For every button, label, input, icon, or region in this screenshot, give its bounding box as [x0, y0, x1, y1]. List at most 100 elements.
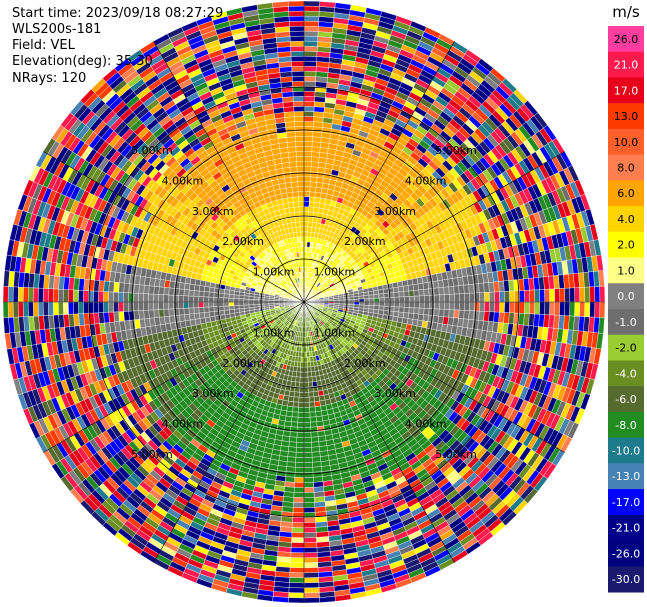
velocity-gate — [393, 286, 399, 293]
velocity-gate — [399, 301, 405, 308]
velocity-gate — [303, 101, 315, 107]
velocity-gate — [378, 305, 385, 311]
velocity-gate — [294, 482, 305, 488]
velocity-gate — [288, 395, 295, 402]
velocity-gate — [299, 382, 305, 388]
velocity-gate — [303, 587, 320, 594]
velocity-gate — [293, 497, 305, 503]
velocity-gate — [303, 432, 312, 438]
velocity-gate — [488, 281, 495, 293]
velocity-gate — [303, 537, 317, 543]
velocity-gate — [297, 422, 305, 428]
velocity-gate — [303, 577, 319, 584]
velocity-gate — [418, 289, 425, 297]
velocity-gate — [454, 301, 460, 311]
velocity-gate — [315, 182, 324, 189]
velocity-gate — [313, 476, 324, 483]
velocity-gate — [287, 451, 297, 458]
velocity-gate — [284, 481, 295, 488]
velocity-gate — [498, 280, 505, 292]
velocity-gate — [314, 96, 326, 103]
velocity-gate — [286, 466, 296, 473]
velocity-gate — [311, 446, 320, 453]
velocity-gate — [484, 301, 490, 312]
velocity-gate — [398, 306, 405, 313]
velocity-gate — [303, 131, 314, 137]
velocity-gate — [303, 136, 313, 142]
velocity-gate — [314, 405, 322, 412]
velocity-gate — [303, 457, 313, 463]
velocity-gate — [498, 312, 505, 324]
velocity-gate — [584, 301, 591, 318]
velocity-gate — [290, 542, 305, 548]
velocity-gate — [414, 295, 420, 303]
velocity-gate — [303, 71, 317, 77]
velocity-gate — [286, 461, 296, 468]
velocity-gate — [303, 472, 314, 478]
velocity-gate — [288, 582, 305, 589]
velocity-gate — [303, 201, 310, 207]
velocity-gate — [308, 391, 315, 398]
velocity-gate — [303, 442, 312, 448]
velocity-gate — [378, 293, 385, 299]
velocity-gate — [298, 407, 305, 413]
velocity-gate — [524, 290, 530, 303]
velocity-gate — [288, 587, 305, 594]
velocity-gate — [403, 307, 410, 314]
velocity-gate — [499, 301, 505, 313]
velocity-gate — [306, 346, 310, 353]
velocity-gate — [303, 161, 312, 167]
velocity-gate — [303, 392, 310, 398]
velocity-gate — [308, 381, 314, 388]
velocity-gate — [459, 301, 465, 311]
velocity-gate — [464, 301, 470, 311]
velocity-gate — [428, 288, 435, 296]
velocity-gate — [297, 417, 305, 423]
velocity-gate — [313, 486, 325, 493]
velocity-gate — [303, 517, 316, 523]
velocity-gate — [454, 293, 460, 303]
velocity-gate — [303, 236, 308, 243]
velocity-gate — [483, 282, 490, 293]
velocity-gate — [310, 176, 318, 183]
velocity-gate — [303, 221, 309, 228]
velocity-gate — [284, 415, 293, 422]
velocity-gate — [464, 293, 470, 303]
velocity-gate — [473, 310, 480, 321]
velocity-gate — [303, 91, 316, 97]
velocity-gate — [303, 116, 314, 122]
velocity-gate — [306, 356, 311, 363]
velocity-gate — [303, 121, 314, 127]
velocity-gate — [378, 297, 385, 303]
velocity-gate — [291, 527, 305, 533]
velocity-gate — [303, 81, 316, 87]
velocity-gate — [292, 401, 299, 408]
velocity-gate — [315, 410, 323, 417]
velocity-gate — [303, 597, 320, 604]
velocity-gate — [413, 307, 420, 315]
velocity-gate — [303, 241, 308, 248]
velocity-gate — [307, 361, 311, 368]
velocity-gate — [393, 291, 400, 298]
velocity-gate — [310, 426, 318, 433]
velocity-gate — [303, 462, 313, 468]
velocity-gate — [295, 462, 305, 468]
velocity-gate — [394, 301, 400, 308]
velocity-gate — [314, 197, 321, 204]
velocity-gate — [303, 111, 315, 117]
velocity-gate — [303, 206, 310, 212]
velocity-gate — [299, 371, 305, 378]
velocity-gate — [311, 376, 317, 382]
velocity-gate — [303, 361, 308, 368]
velocity-gate — [313, 106, 325, 113]
velocity-gate — [293, 487, 305, 493]
velocity-gate — [303, 156, 312, 162]
velocity-gate — [564, 287, 571, 303]
velocity-gate — [407, 312, 414, 320]
velocity-gate — [303, 25, 319, 32]
velocity-gate — [444, 301, 450, 310]
velocity-gate — [423, 288, 430, 296]
velocity-gate — [358, 295, 365, 300]
velocity-gate — [293, 502, 305, 508]
velocity-gate — [594, 301, 601, 318]
